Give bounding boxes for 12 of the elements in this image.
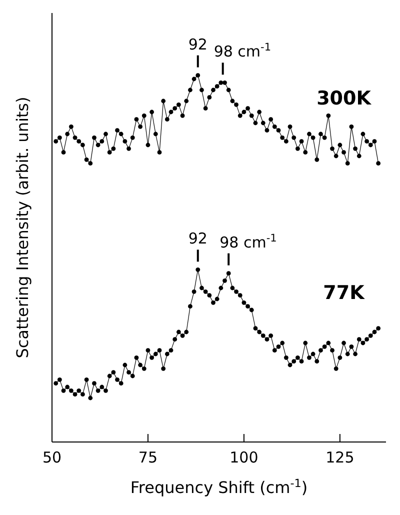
x-tick-label: 50 [42, 448, 62, 467]
y-axis-title: Scattering Intensity (arbit. units) [13, 96, 32, 358]
series-label: 300K [316, 88, 372, 110]
x-tick-label: 75 [138, 448, 158, 467]
annotation: 98 cm$^{-1}$ [220, 232, 277, 252]
annotation: 92 [188, 230, 208, 248]
x-axis-title: Frequency Shift (cm$^{-1}$) [130, 476, 308, 497]
x-tick-label: 125 [326, 448, 354, 467]
series-label: 77K [323, 282, 366, 304]
annotation: 92 [188, 35, 208, 54]
annotation: 98 cm$^{-1}$ [214, 42, 272, 61]
x-tick-label: 100 [230, 448, 258, 467]
